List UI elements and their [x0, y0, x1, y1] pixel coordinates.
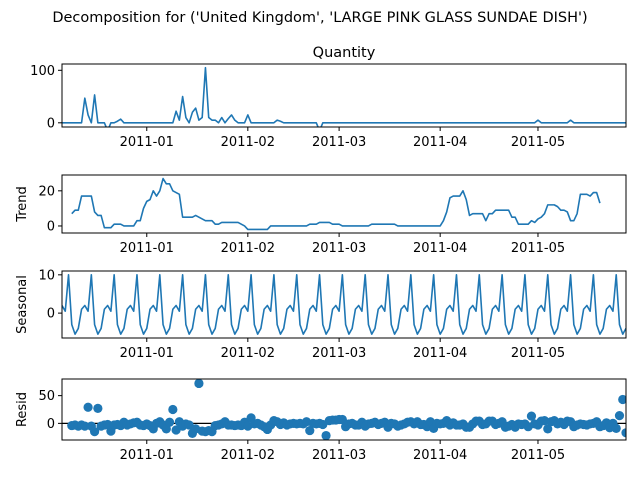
- plot-area: [62, 379, 640, 440]
- panel-1: 0 100 2011-01 2011-02 2011-03 2011-04 2011-05 Q…: [30, 45, 627, 150]
- y-tick-label: 10: [38, 268, 55, 283]
- panel-2: 0 20 2011-01 2011-02 2011-03 2011-04 2011-05 Tr…: [15, 174, 627, 256]
- resid-point: [83, 402, 93, 412]
- plot-area: [62, 66, 626, 127]
- resid-point: [618, 394, 626, 405]
- resid-point: [194, 379, 204, 389]
- x-tick-label: 2011-05: [511, 346, 565, 361]
- resid-point: [80, 421, 90, 431]
- y-tick-label: 100: [30, 64, 55, 79]
- x-tick-label: 2011-05: [511, 241, 565, 256]
- resid-point: [628, 425, 637, 434]
- resid-point: [614, 411, 625, 421]
- x-tick-label: 2011-05: [511, 135, 565, 150]
- y-tick-label: 50: [38, 389, 55, 404]
- x-tick-label: 2011-01: [120, 135, 174, 150]
- y-axis-label: Seasonal: [15, 275, 30, 334]
- x-tick-label: 2011-01: [120, 241, 174, 256]
- axes-frame: [61, 174, 627, 234]
- y-tick-label: 0: [47, 219, 55, 234]
- resid-point: [305, 425, 315, 436]
- panel-3: 0 10 2011-01 2011-02 2011-03 2011-04 2011-05 Se…: [15, 268, 627, 361]
- y-axis-label: Resid: [15, 392, 30, 427]
- resid-point: [164, 417, 175, 427]
- resid-point: [634, 406, 640, 415]
- resid-point: [611, 423, 621, 433]
- x-tick-label: 2011-04: [413, 135, 467, 150]
- resid-point: [93, 403, 103, 413]
- x-tick-label: 2011-01: [120, 448, 174, 463]
- x-tick-label: 2011-05: [511, 448, 565, 463]
- x-tick-label: 2011-04: [413, 448, 467, 463]
- x-tick-label: 2011-03: [312, 448, 366, 463]
- x-tick-label: 2011-04: [413, 241, 467, 256]
- panel-title: Quantity: [313, 45, 376, 61]
- y-tick-label: 0: [47, 116, 55, 131]
- resid-point: [543, 424, 553, 434]
- x-tick-label: 2011-03: [312, 135, 366, 150]
- y-axis-label: Trend: [15, 186, 30, 223]
- axes-frame: [61, 378, 627, 441]
- axes-frame: [61, 270, 627, 339]
- series-line: [62, 274, 626, 335]
- y-tick-label: 0: [47, 417, 55, 432]
- resid-point: [621, 428, 626, 438]
- resid-point: [631, 424, 640, 433]
- resid-point: [90, 427, 100, 437]
- panel-4: 0 50 2011-01 2011-02 2011-03 2011-04 2011-05 Re…: [15, 378, 640, 463]
- x-tick-label: 2011-02: [221, 346, 275, 361]
- resid-point: [168, 404, 178, 415]
- x-tick-label: 2011-03: [312, 241, 366, 256]
- x-tick-label: 2011-03: [312, 346, 366, 361]
- y-tick-label: 0: [47, 307, 55, 322]
- x-tick-label: 2011-02: [221, 135, 275, 150]
- axes-frame: [61, 63, 627, 128]
- x-tick-label: 2011-04: [413, 346, 467, 361]
- x-tick-label: 2011-01: [120, 346, 174, 361]
- x-tick-label: 2011-02: [221, 241, 275, 256]
- x-tick-label: 2011-02: [221, 448, 275, 463]
- resid-point: [321, 430, 331, 440]
- plot-area: [71, 177, 601, 231]
- series-line: [62, 66, 626, 127]
- resid-point: [337, 414, 347, 425]
- figure-title: Decomposition for ('United Kingdom', 'LA…: [52, 10, 587, 26]
- y-tick-label: 20: [38, 184, 55, 199]
- plot-area: [62, 274, 626, 335]
- series-line: [71, 177, 601, 231]
- resid-point: [526, 411, 537, 421]
